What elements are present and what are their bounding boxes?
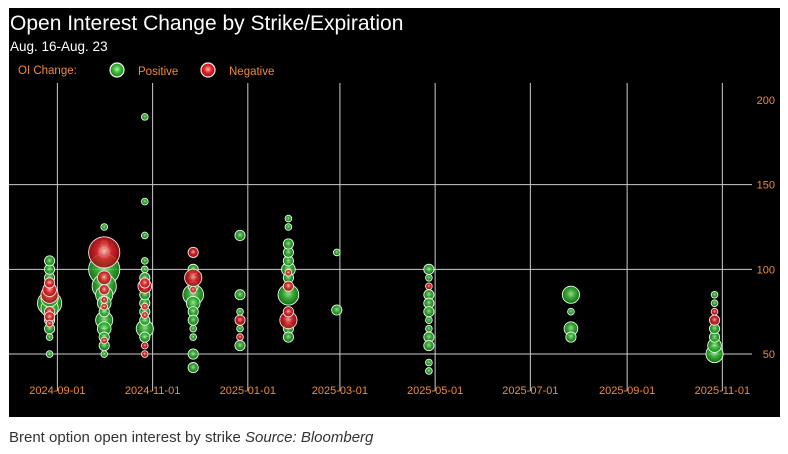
x-tick-label: 2025-09-01 [599, 385, 655, 397]
bubble-negative [100, 296, 109, 304]
legend-negative-icon [200, 62, 216, 78]
figure-caption: Brent option open interest by strike Sou… [9, 429, 373, 446]
bubble-negative [141, 302, 149, 311]
bubble-positive [425, 274, 433, 282]
bubble-positive [141, 231, 149, 240]
bubble-negative [100, 336, 109, 345]
bubble-negative [425, 282, 433, 291]
bubble-positive [282, 331, 294, 343]
bubble-positive [425, 367, 433, 375]
bubble-positive [425, 316, 433, 324]
x-tick-label: 2024-09-01 [29, 385, 85, 397]
bubble-negative [45, 319, 54, 328]
bubble-positive [45, 333, 54, 341]
bubble-positive [284, 223, 293, 231]
bubble-negative [282, 280, 294, 292]
bubble-negative [184, 268, 203, 287]
x-tick-label: 2025-05-01 [407, 385, 463, 397]
bubble-positive [234, 289, 246, 301]
legend-positive-label: Positive [138, 66, 178, 78]
bubble-positive [187, 362, 199, 374]
legend-negative-label: Negative [229, 66, 274, 78]
x-tick-label: 2025-07-01 [502, 385, 558, 397]
bubble-positive [234, 229, 246, 242]
bubble-negative [189, 285, 197, 294]
bubble-negative [141, 350, 149, 358]
bubble-positive [234, 340, 246, 352]
bubble-positive [423, 263, 435, 275]
bubble-positive [561, 285, 580, 304]
bubble-positive [141, 265, 149, 274]
bubble-positive [189, 333, 197, 341]
legend-label: OI Change: [18, 65, 77, 77]
bubble-negative [141, 311, 149, 319]
bubble-negative [234, 314, 246, 326]
bubble-positive [236, 307, 244, 316]
x-tick-label: 2025-03-01 [312, 385, 368, 397]
bubble-negative [96, 270, 112, 286]
y-tick-label: 150 [757, 180, 775, 192]
bubble-positive [187, 314, 199, 326]
bubble-positive [236, 324, 244, 333]
bubble-positive [332, 248, 341, 257]
bubble-negative [284, 268, 293, 277]
bubble-negative [141, 341, 149, 350]
bubble-positive [141, 257, 149, 265]
bubble-positive [100, 223, 109, 231]
bubble-negative [100, 302, 109, 311]
bubble-negative [139, 277, 151, 289]
y-tick-label: 50 [763, 349, 775, 361]
legend: OI Change: Positive Negative [18, 62, 274, 78]
bubble-positive [139, 331, 151, 343]
bubble-positive [189, 324, 197, 333]
y-tick-label: 200 [757, 95, 775, 107]
bubble-positive [565, 331, 577, 343]
bubble-negative [187, 246, 199, 258]
legend-positive-icon [109, 62, 125, 78]
bubble-positive [44, 255, 56, 267]
caption-text: Brent option open interest by strike [9, 429, 241, 446]
bubble-positive [141, 113, 149, 121]
bubble-positive [282, 238, 294, 250]
x-tick-label: 2025-11-01 [695, 385, 750, 397]
bubble-positive [710, 290, 719, 299]
bubble-positive [45, 350, 54, 358]
bubble-positive [100, 350, 109, 358]
bubble-positive [423, 340, 435, 352]
bubble-positive [425, 358, 433, 367]
chart-svg: 2024-09-01 2024-11-01 2025-01-01 2025-03-01… [9, 12, 775, 397]
bubble-negative [98, 284, 110, 296]
chart-panel: 2024-09-01 2024-11-01 2025-01-01 2025-03-01… [9, 8, 780, 417]
bubble-positive [187, 348, 199, 360]
bubble-negative [44, 277, 56, 289]
x-tick-label: 2025-01-01 [220, 385, 276, 397]
chart-title: Open Interest Change by Strike/Expiratio… [10, 12, 403, 35]
bubble-positive [423, 306, 435, 318]
caption-source: Source: Bloomberg [244, 429, 374, 446]
grid-layer [9, 83, 752, 391]
bubble-negative [236, 333, 244, 341]
x-tick-label: 2024-11-01 [125, 385, 180, 397]
axis-layer: 2024-09-01 2024-11-01 2025-01-01 2025-03-01… [29, 95, 775, 397]
points-layer [37, 113, 724, 375]
bubble-positive [425, 324, 433, 333]
bubble-positive [284, 214, 293, 223]
bubble-positive [141, 197, 149, 206]
bubble-negative [282, 306, 294, 318]
bubble-positive [567, 307, 575, 316]
bubble-positive [331, 304, 343, 316]
chart-subtitle: Aug. 16-Aug. 23 [10, 39, 108, 54]
bubble-negative [708, 314, 721, 326]
bubble-negative [710, 307, 719, 316]
bubble-positive [710, 299, 719, 308]
y-tick-label: 100 [757, 264, 775, 276]
bubble-negative [88, 236, 121, 269]
